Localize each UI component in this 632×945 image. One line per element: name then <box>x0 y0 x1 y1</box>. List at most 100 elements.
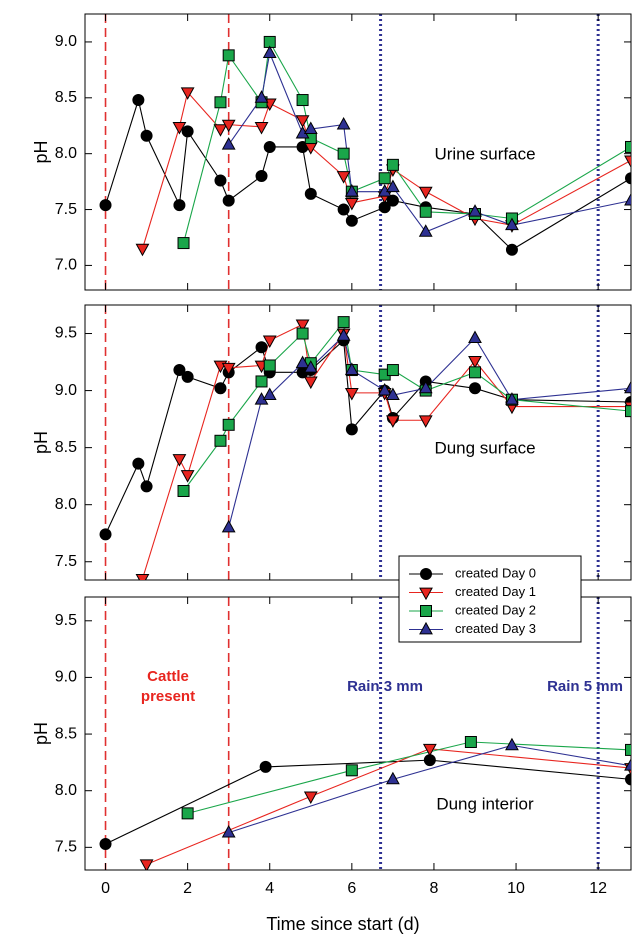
legend-marker <box>420 568 432 580</box>
x-tick-label: 8 <box>429 880 438 897</box>
marker <box>505 392 519 405</box>
y-axis-label: pH <box>31 431 51 454</box>
legend-marker <box>419 621 433 635</box>
y-tick-label: 8.5 <box>55 89 77 106</box>
marker <box>378 172 391 185</box>
marker <box>262 45 277 59</box>
marker <box>214 174 227 187</box>
y-axis-label: pH <box>31 722 51 745</box>
y-tick-label: 7.0 <box>55 257 77 274</box>
marker <box>181 807 194 820</box>
marker <box>262 335 277 349</box>
marker <box>422 743 437 757</box>
marker <box>222 418 235 431</box>
marker <box>295 115 310 128</box>
legend-marker <box>419 587 433 601</box>
series-line <box>228 744 631 834</box>
x-tick-label: 4 <box>265 880 274 897</box>
plot-frame <box>84 13 632 291</box>
marker <box>345 423 358 436</box>
marker <box>262 387 277 401</box>
marker <box>172 121 187 135</box>
marker <box>254 121 269 135</box>
series-line <box>141 91 631 249</box>
marker <box>419 205 432 218</box>
marker <box>337 147 350 160</box>
marker <box>173 199 186 212</box>
marker <box>99 199 112 212</box>
marker <box>214 434 227 447</box>
y-tick-label: 8.0 <box>55 496 77 513</box>
marker <box>303 791 318 805</box>
marker <box>418 415 433 428</box>
y-axis-label: pH <box>31 140 51 163</box>
y-tick-label: 8.5 <box>55 725 77 742</box>
marker <box>344 387 359 401</box>
marker <box>464 735 477 748</box>
marker <box>222 49 235 62</box>
panel-title: Dung surface <box>434 438 535 457</box>
marker <box>418 224 433 237</box>
y-tick-label: 9.0 <box>55 669 77 686</box>
annotation: Rain 5 mm <box>547 678 623 695</box>
x-tick-label: 10 <box>507 880 525 897</box>
marker <box>221 119 236 133</box>
marker <box>345 764 358 777</box>
marker <box>180 470 195 483</box>
marker <box>336 328 351 341</box>
y-tick-label: 7.5 <box>55 839 77 856</box>
marker <box>177 237 190 250</box>
legend-marker <box>420 605 432 617</box>
panel-title: Urine surface <box>434 144 535 163</box>
x-tick-label: 2 <box>183 880 192 897</box>
marker <box>181 370 194 383</box>
plot-area <box>99 35 631 257</box>
marker <box>469 382 481 395</box>
marker <box>135 573 150 580</box>
marker <box>344 362 359 375</box>
series-line <box>182 40 631 244</box>
marker <box>255 341 268 354</box>
marker <box>221 824 236 838</box>
marker <box>221 362 236 376</box>
marker <box>259 760 272 773</box>
marker <box>214 382 227 395</box>
marker <box>344 184 359 197</box>
marker <box>624 192 631 206</box>
marker <box>135 243 150 257</box>
marker <box>337 203 350 216</box>
plot-area <box>99 316 631 580</box>
series-line <box>187 741 631 814</box>
marker <box>263 359 276 372</box>
marker <box>140 129 153 142</box>
marker <box>255 375 268 388</box>
x-tick-label: 12 <box>589 880 607 897</box>
marker <box>468 204 482 217</box>
y-tick-label: 9.0 <box>55 33 77 50</box>
y-tick-label: 7.5 <box>55 553 77 570</box>
marker <box>296 94 309 107</box>
legend-label: created Day 0 <box>455 565 536 580</box>
plot-frame <box>84 596 632 871</box>
marker <box>132 94 145 107</box>
legend-label: created Day 1 <box>455 584 536 599</box>
marker <box>337 316 350 329</box>
marker <box>418 186 433 200</box>
marker <box>263 140 276 153</box>
marker <box>385 387 400 401</box>
x-tick-label: 0 <box>101 880 110 897</box>
marker <box>386 364 399 377</box>
marker <box>625 405 631 418</box>
marker <box>303 376 318 390</box>
legend-label: created Day 3 <box>455 621 536 636</box>
y-tick-label: 7.5 <box>55 201 77 218</box>
marker <box>254 90 269 103</box>
x-tick-label: 6 <box>347 880 356 897</box>
panel-title: Dung interior <box>436 794 534 813</box>
marker <box>386 158 399 171</box>
marker <box>625 172 631 185</box>
marker <box>625 743 631 756</box>
marker <box>336 171 351 184</box>
y-tick-label: 8.0 <box>55 782 77 799</box>
marker <box>172 454 187 467</box>
